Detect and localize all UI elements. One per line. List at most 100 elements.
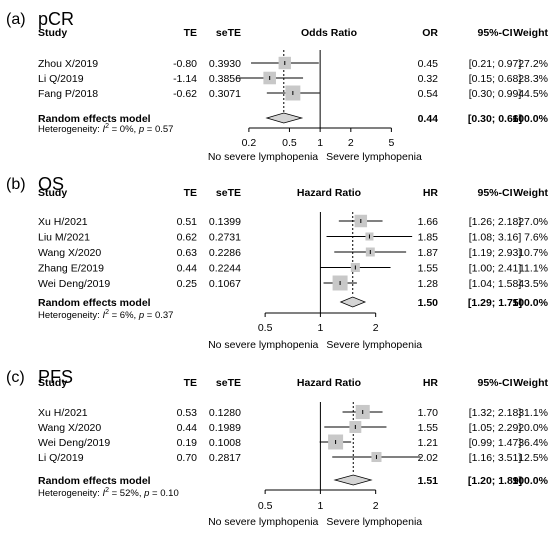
header-weight: Weight	[513, 187, 548, 199]
study-te: 0.62	[177, 232, 198, 244]
study-ci: [1.04; 1.58]	[469, 278, 522, 290]
x-tick-label: 2	[348, 137, 354, 149]
pooled-estimate: 1.50	[418, 297, 439, 309]
study-ci: [1.26; 2.18]	[469, 216, 522, 228]
study-ci: [0.15; 0.68]	[469, 73, 522, 85]
study-weight: 7.6%	[524, 232, 548, 244]
study-te: -0.80	[173, 58, 197, 70]
study-sete: 0.3856	[209, 73, 241, 85]
pooled-ci: [1.20; 1.89]	[468, 475, 522, 487]
header-te: TE	[184, 377, 197, 389]
x-tick-label: 2	[373, 500, 379, 512]
pooled-estimate: 1.51	[418, 475, 439, 487]
pooled-ci: [0.30; 0.66]	[468, 113, 522, 125]
heterogeneity-text: Heterogeneity: I2 = 6%, p = 0.37	[38, 309, 173, 321]
header-effect-measure: Hazard Ratio	[297, 187, 361, 199]
study-te: 0.19	[177, 437, 198, 449]
panel-label: (c)	[6, 369, 25, 386]
heterogeneity-text: Heterogeneity: I2 = 52%, p = 0.10	[38, 487, 179, 499]
pooled-weight: 100.0%	[512, 475, 548, 487]
x-tick-label: 0.2	[242, 137, 257, 149]
x-tick-label: 0.5	[258, 500, 273, 512]
study-sete: 0.1067	[209, 278, 241, 290]
header-effect-measure: Hazard Ratio	[297, 377, 361, 389]
study-te: 0.44	[177, 263, 198, 275]
study-name: Li Q/2019	[38, 73, 84, 85]
favours-right-label: Severe lymphopenia	[326, 339, 422, 351]
study-weight: 36.4%	[518, 437, 548, 449]
header-estimate: HR	[423, 187, 439, 199]
study-ci: [1.32; 2.18]	[469, 407, 522, 419]
study-ci: [0.30; 0.99]	[469, 88, 522, 100]
pooled-label: Random effects model	[38, 475, 151, 487]
study-weight: 12.5%	[518, 452, 548, 464]
study-sete: 0.2817	[209, 452, 241, 464]
study-weight: 20.0%	[518, 422, 548, 434]
study-sete: 0.1989	[209, 422, 241, 434]
study-sete: 0.2244	[209, 263, 241, 275]
study-te: 0.63	[177, 247, 198, 259]
header-ci: 95%-CI	[477, 377, 512, 389]
study-estimate: 1.55	[418, 263, 439, 275]
study-ci: [1.19; 2.93]	[469, 247, 522, 259]
study-ci: [1.00; 2.41]	[469, 263, 522, 275]
study-estimate: 0.54	[418, 88, 439, 100]
study-te: 0.51	[177, 216, 198, 228]
study-weight: 27.0%	[518, 216, 548, 228]
x-tick-label: 1	[317, 137, 323, 149]
study-te: 0.53	[177, 407, 198, 419]
panel-title: pCR	[38, 9, 74, 29]
pooled-estimate: 0.44	[418, 113, 439, 125]
header-effect-measure: Odds Ratio	[301, 27, 357, 39]
study-ci: [0.21; 0.97]	[469, 58, 522, 70]
x-tick-label: 0.5	[282, 137, 297, 149]
header-estimate: HR	[423, 377, 439, 389]
study-name: Wei Deng/2019	[38, 278, 110, 290]
study-name: Fang P/2018	[38, 88, 98, 100]
header-estimate: OR	[422, 27, 438, 39]
study-name: Xu H/2021	[38, 407, 88, 419]
study-te: 0.44	[177, 422, 198, 434]
study-sete: 0.1399	[209, 216, 241, 228]
study-ci: [1.08; 3.16]	[469, 232, 522, 244]
favours-left-label: No severe lymphopenia	[208, 151, 318, 163]
pooled-weight: 100.0%	[512, 113, 548, 125]
study-estimate: 1.21	[418, 437, 439, 449]
favours-right-label: Severe lymphopenia	[326, 151, 422, 163]
study-estimate: 1.55	[418, 422, 439, 434]
study-name: Xu H/2021	[38, 216, 88, 228]
pooled-diamond	[265, 112, 304, 124]
study-weight: 10.7%	[518, 247, 548, 259]
study-weight: 43.5%	[518, 278, 548, 290]
study-weight: 11.1%	[519, 263, 548, 275]
header-study: Study	[38, 377, 67, 389]
panel-label: (b)	[6, 176, 26, 193]
study-sete: 0.3930	[209, 58, 241, 70]
study-estimate: 0.45	[418, 58, 439, 70]
header-weight: Weight	[513, 27, 548, 39]
study-estimate: 1.28	[418, 278, 439, 290]
pooled-label: Random effects model	[38, 297, 151, 309]
study-sete: 0.3071	[209, 88, 241, 100]
pooled-diamond	[339, 296, 367, 308]
header-study: Study	[38, 187, 67, 199]
header-ci: 95%-CI	[477, 27, 512, 39]
study-sete: 0.2731	[209, 232, 241, 244]
study-estimate: 1.85	[418, 232, 439, 244]
favours-left-label: No severe lymphopenia	[208, 339, 318, 351]
pooled-ci: [1.29; 1.75]	[468, 297, 522, 309]
favours-left-label: No severe lymphopenia	[208, 516, 318, 528]
header-weight: Weight	[513, 377, 548, 389]
study-estimate: 1.70	[418, 407, 439, 419]
header-te: TE	[184, 187, 197, 199]
pooled-label: Random effects model	[38, 113, 151, 125]
study-weight: 28.3%	[518, 73, 548, 85]
study-te: -1.14	[173, 73, 197, 85]
study-estimate: 1.87	[418, 247, 439, 259]
study-weight: 27.2%	[518, 58, 548, 70]
study-sete: 0.1280	[209, 407, 241, 419]
header-study: Study	[38, 27, 67, 39]
header-sete: seTE	[216, 377, 241, 389]
study-name: Wang X/2020	[38, 422, 101, 434]
header-sete: seTE	[216, 27, 241, 39]
